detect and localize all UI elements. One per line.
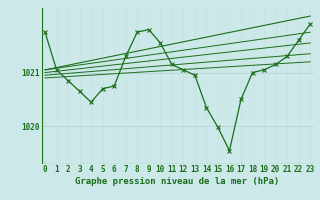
X-axis label: Graphe pression niveau de la mer (hPa): Graphe pression niveau de la mer (hPa) <box>76 177 280 186</box>
